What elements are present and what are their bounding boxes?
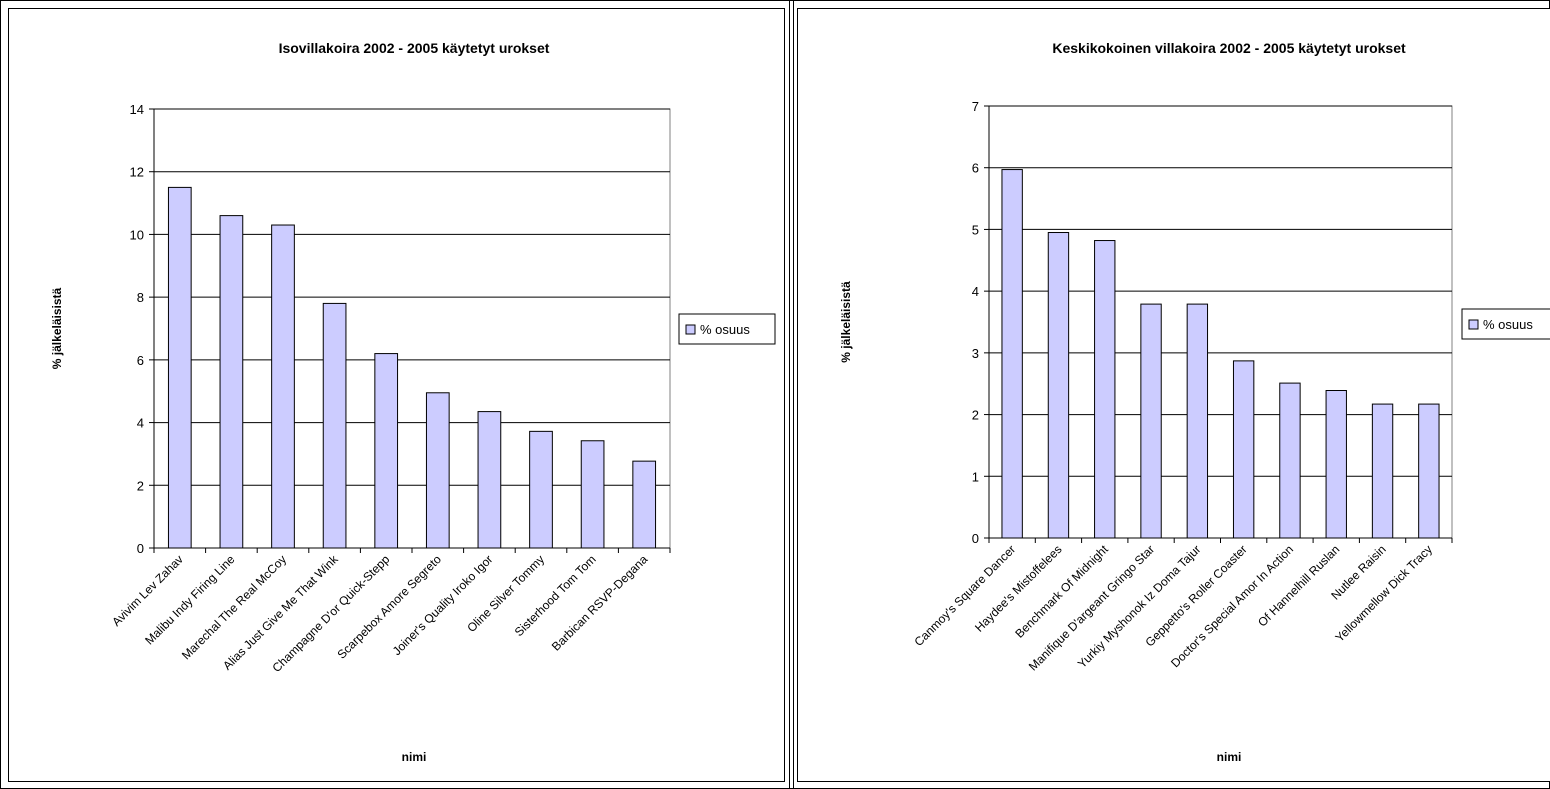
bar [477, 411, 502, 549]
category-label: Marechal The Real McCoy [179, 552, 289, 662]
bar [1140, 303, 1162, 539]
bar [580, 440, 605, 549]
y-axis-title: % jälkeläisistä [839, 281, 853, 363]
y-axis-ticks: 0 1 2 3 4 5 6 7 [972, 99, 989, 546]
y-axis-title: % jälkeläisistä [50, 287, 64, 369]
panel-divider-right [793, 0, 794, 789]
category-label: Of Hannelhill Ruslan [1255, 542, 1342, 629]
bar-chart-keskikokoinen: Keskikokoinen villakoira 2002 - 2005 käy… [839, 40, 1550, 764]
y-tick-label: 10 [130, 227, 144, 242]
bar [425, 392, 450, 549]
bar [271, 224, 295, 549]
y-tick-label: 0 [972, 531, 979, 546]
x-axis-title: nimi [1217, 750, 1242, 764]
legend-label: % osuus [700, 322, 750, 337]
y-axis-ticks: 0 2 4 6 8 10 12 14 [130, 102, 154, 556]
y-tick-label: 3 [972, 346, 979, 361]
bar-chart-isovillakoira: Isovillakoira 2002 - 2005 käytetyt uroks… [50, 40, 776, 764]
bar [1325, 390, 1347, 539]
y-tick-label: 7 [972, 99, 979, 114]
bar [1371, 403, 1394, 539]
bar [632, 460, 657, 549]
panel-divider-left [789, 0, 790, 789]
bar [1094, 240, 1116, 539]
category-label: Barbican RSVP-Degana [549, 552, 651, 654]
bar [1047, 232, 1070, 539]
legend: % osuus [678, 313, 776, 345]
y-tick-label: 2 [137, 478, 144, 493]
category-label: Joiner's Quality Iroko Igor [390, 552, 496, 658]
chart-panel-isovillakoira: Isovillakoira 2002 - 2005 käytetyt uroks… [8, 8, 785, 782]
legend: % osuus [1461, 308, 1550, 340]
category-label: Scarpebox Amore Segreto [334, 552, 444, 662]
y-tick-label: 4 [972, 284, 979, 299]
legend-label: % osuus [1483, 317, 1533, 332]
category-label: Haydee's Mistoffelees [972, 542, 1064, 634]
bar [219, 215, 244, 549]
y-tick-label: 0 [137, 541, 144, 556]
chart-title: Keskikokoinen villakoira 2002 - 2005 käy… [1052, 40, 1406, 56]
y-tick-label: 1 [972, 469, 979, 484]
y-tick-label: 6 [972, 161, 979, 176]
bar [1186, 303, 1209, 539]
bar [1418, 403, 1440, 539]
bar [374, 353, 399, 549]
bar [322, 302, 347, 549]
bars [1001, 169, 1440, 539]
y-tick-label: 12 [130, 165, 144, 180]
chart-panel-keskikokoinen: Keskikokoinen villakoira 2002 - 2005 käy… [797, 8, 1550, 782]
bars [167, 186, 657, 549]
y-tick-label: 5 [972, 222, 979, 237]
bar [1232, 360, 1255, 539]
category-label: Malibu Indy Firing Line [142, 552, 237, 647]
category-label: Yellowmellow Dick Tracy [1332, 542, 1434, 644]
y-tick-label: 4 [137, 416, 144, 431]
category-label: Benchmark Of Midnight [1012, 542, 1111, 641]
legend-swatch [1468, 319, 1479, 330]
y-tick-label: 14 [130, 102, 144, 117]
y-tick-label: 2 [972, 408, 979, 423]
bar [529, 430, 553, 549]
bar [167, 186, 192, 549]
y-tick-label: 8 [137, 290, 144, 305]
y-tick-label: 6 [137, 353, 144, 368]
legend-swatch [685, 324, 696, 335]
chart-title: Isovillakoira 2002 - 2005 käytetyt uroks… [279, 40, 550, 56]
bar [1279, 382, 1301, 539]
bar [1001, 169, 1023, 539]
x-axis-title: nimi [402, 750, 427, 764]
